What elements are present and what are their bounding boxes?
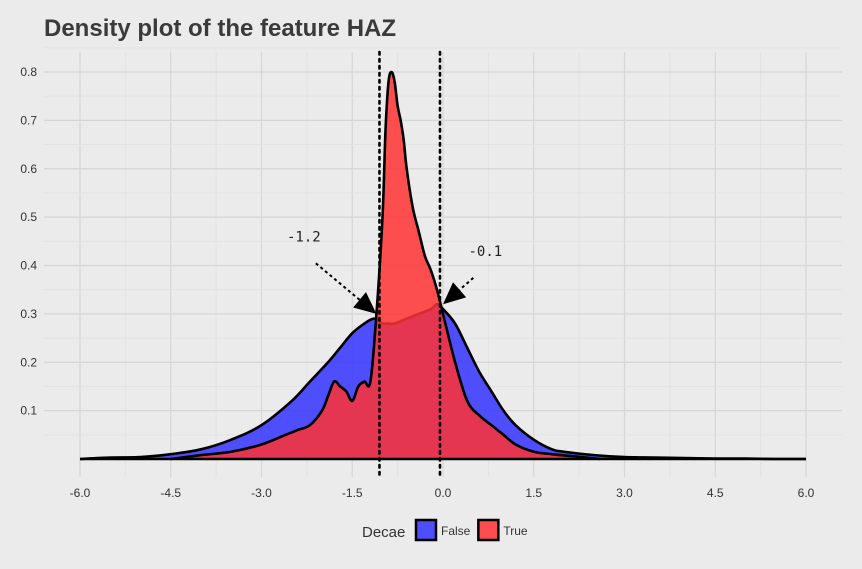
density-outline-true <box>170 70 601 461</box>
y-tick-label: 0.5 <box>20 210 37 224</box>
legend: Decae False True <box>362 518 528 542</box>
legend-label-false: False <box>441 524 471 538</box>
y-tick-label: 0.6 <box>20 162 37 176</box>
density-area-true <box>170 72 601 459</box>
y-tick-label: 0.2 <box>20 355 37 369</box>
y-tick-labels: 0.1 0.2 0.3 0.4 0.5 0.6 0.7 0.8 <box>20 65 37 418</box>
threshold-lines <box>378 50 442 479</box>
legend-key-false <box>414 518 438 542</box>
annotation-arrow-head <box>443 282 467 305</box>
annotation-arrow-head <box>353 292 377 314</box>
annotations: -1.2 -0.1 <box>287 229 502 314</box>
annotation-label: -0.1 <box>468 244 502 260</box>
x-tick-label: -6.0 <box>70 486 91 500</box>
density-series <box>79 70 806 461</box>
y-tick-label: 0.1 <box>20 404 37 418</box>
legend-title: Decae <box>362 524 405 541</box>
y-tick-label: 0.8 <box>20 65 37 79</box>
annotation-label: -1.2 <box>287 229 321 245</box>
y-tick-label: 0.7 <box>20 113 37 127</box>
annotation-arrow-line <box>458 277 475 291</box>
x-tick-label: 4.5 <box>707 486 724 500</box>
x-tick-labels: -6.0 -4.5 -3.0 -1.5 0.0 1.5 3.0 4.5 6.0 <box>70 486 815 500</box>
x-tick-label: -3.0 <box>251 486 272 500</box>
y-tick-label: 0.3 <box>20 307 37 321</box>
legend-key-true <box>477 518 500 542</box>
x-tick-label: 0.0 <box>435 486 452 500</box>
annotation-arrow-line <box>315 262 361 301</box>
x-tick-label: 6.0 <box>798 486 815 500</box>
x-tick-label: 3.0 <box>616 486 633 500</box>
x-tick-label: -1.5 <box>342 486 363 500</box>
chart-title: Density plot of the feature HAZ <box>44 15 396 42</box>
y-tick-label: 0.4 <box>20 259 37 273</box>
x-tick-label: 1.5 <box>525 486 542 500</box>
legend-label-true: True <box>503 524 528 538</box>
x-tick-label: -4.5 <box>160 486 181 500</box>
